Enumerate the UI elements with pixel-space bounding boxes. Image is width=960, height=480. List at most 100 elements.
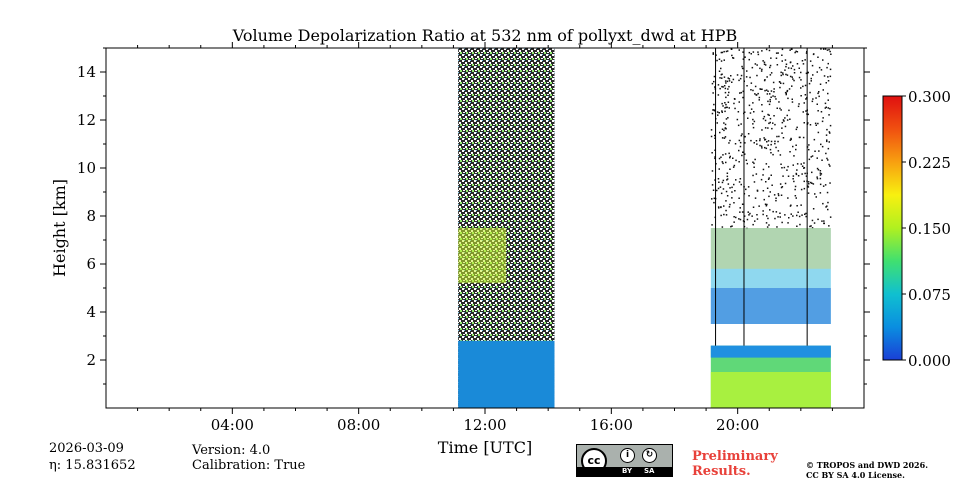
noise-speck [770, 96, 772, 98]
noise-speck [712, 92, 714, 94]
noise-speck [827, 208, 829, 211]
noise-speck [765, 147, 768, 150]
noise-speck [775, 57, 778, 59]
noise-speck [723, 129, 725, 132]
noise-speck [722, 154, 724, 156]
noise-speck [738, 139, 741, 142]
noise-speck [769, 117, 772, 120]
noise-speck [804, 84, 807, 87]
noise-speck [759, 139, 761, 142]
noise-speck [721, 77, 723, 79]
noise-speck [748, 51, 751, 54]
noise-speck [816, 103, 818, 105]
noise-speck [725, 214, 728, 216]
noise-speck [758, 99, 760, 101]
eta-label: η: 15.831652 [49, 458, 136, 473]
noise-speck [763, 198, 765, 201]
noise-speck [804, 59, 806, 61]
noise-speck [713, 201, 715, 204]
noise-speck [828, 114, 830, 116]
noise-speck [764, 119, 767, 122]
noise-speck [811, 100, 814, 103]
noise-speck [773, 115, 775, 117]
noise-speck [764, 64, 767, 66]
noise-speck [800, 95, 802, 97]
noise-speck [721, 102, 723, 105]
noise-speck [716, 111, 719, 113]
noise-speck [765, 48, 768, 51]
noise-speck [772, 210, 774, 213]
noise-speck [727, 94, 729, 96]
noise-speck [762, 60, 764, 62]
noise-speck [770, 57, 772, 59]
noise-speck [769, 191, 771, 193]
noise-speck [823, 75, 826, 77]
noise-speck [727, 88, 729, 90]
noise-speck [797, 105, 800, 108]
noise-speck [741, 211, 744, 213]
noise-speck [719, 131, 721, 134]
noise-speck [791, 98, 793, 100]
noise-speck [798, 103, 800, 105]
noise-speck [764, 89, 766, 92]
noise-speck [770, 90, 773, 92]
noise-speck [725, 106, 727, 109]
noise-speck [812, 53, 815, 56]
noise-speck [764, 79, 766, 81]
noise-speck [718, 157, 721, 160]
noise-speck [714, 179, 716, 181]
noise-speck [829, 68, 832, 71]
noise-speck [801, 173, 803, 175]
version-label: Version: 4.0 [192, 443, 271, 458]
boundary-layer-top [710, 345, 831, 358]
noise-speck [761, 88, 763, 90]
noise-speck [786, 114, 788, 117]
noise-speck [724, 136, 727, 138]
colorbar-tick-label: 0.150 [908, 220, 951, 238]
noise-speck [790, 48, 793, 50]
noise-speck [761, 129, 763, 131]
noise-speck [731, 54, 733, 57]
noise-speck [789, 151, 791, 153]
noise-speck [769, 209, 771, 211]
noise-speck [818, 150, 820, 152]
noise-speck [724, 127, 727, 129]
chart-title: Volume Depolarization Ratio at 532 nm of… [232, 26, 738, 45]
noise-speck [734, 107, 736, 110]
noise-speck [823, 220, 825, 222]
noise-speck [753, 162, 755, 165]
noise-speck [816, 176, 818, 178]
noise-speck [781, 167, 783, 169]
noise-speck [787, 175, 790, 177]
noise-speck [789, 75, 792, 78]
noise-speck [764, 146, 766, 149]
noise-speck [724, 91, 727, 94]
noise-speck [805, 212, 807, 215]
noise-speck [819, 183, 822, 186]
noise-speck [738, 218, 740, 220]
noise-speck [717, 178, 720, 180]
noise-speck [804, 94, 807, 96]
noise-speck [756, 74, 758, 77]
noise-speck [750, 89, 752, 91]
noise-speck [722, 179, 725, 182]
noise-speck [802, 85, 804, 88]
noise-speck [741, 133, 743, 135]
noise-speck [714, 137, 716, 139]
noise-speck [777, 194, 780, 197]
noise-speck [826, 191, 829, 194]
noise-speck [785, 63, 788, 65]
noise-speck [795, 144, 797, 146]
noise-speck [812, 98, 814, 100]
noise-speck [812, 74, 814, 76]
noise-speck [761, 110, 764, 113]
noise-speck [826, 140, 828, 143]
noise-speck [824, 102, 827, 105]
noise-speck [718, 70, 721, 72]
noise-speck [713, 103, 715, 106]
noise-speck [712, 109, 714, 111]
noise-speck [711, 152, 713, 154]
noise-speck [778, 135, 780, 138]
noise-speck [770, 143, 772, 146]
